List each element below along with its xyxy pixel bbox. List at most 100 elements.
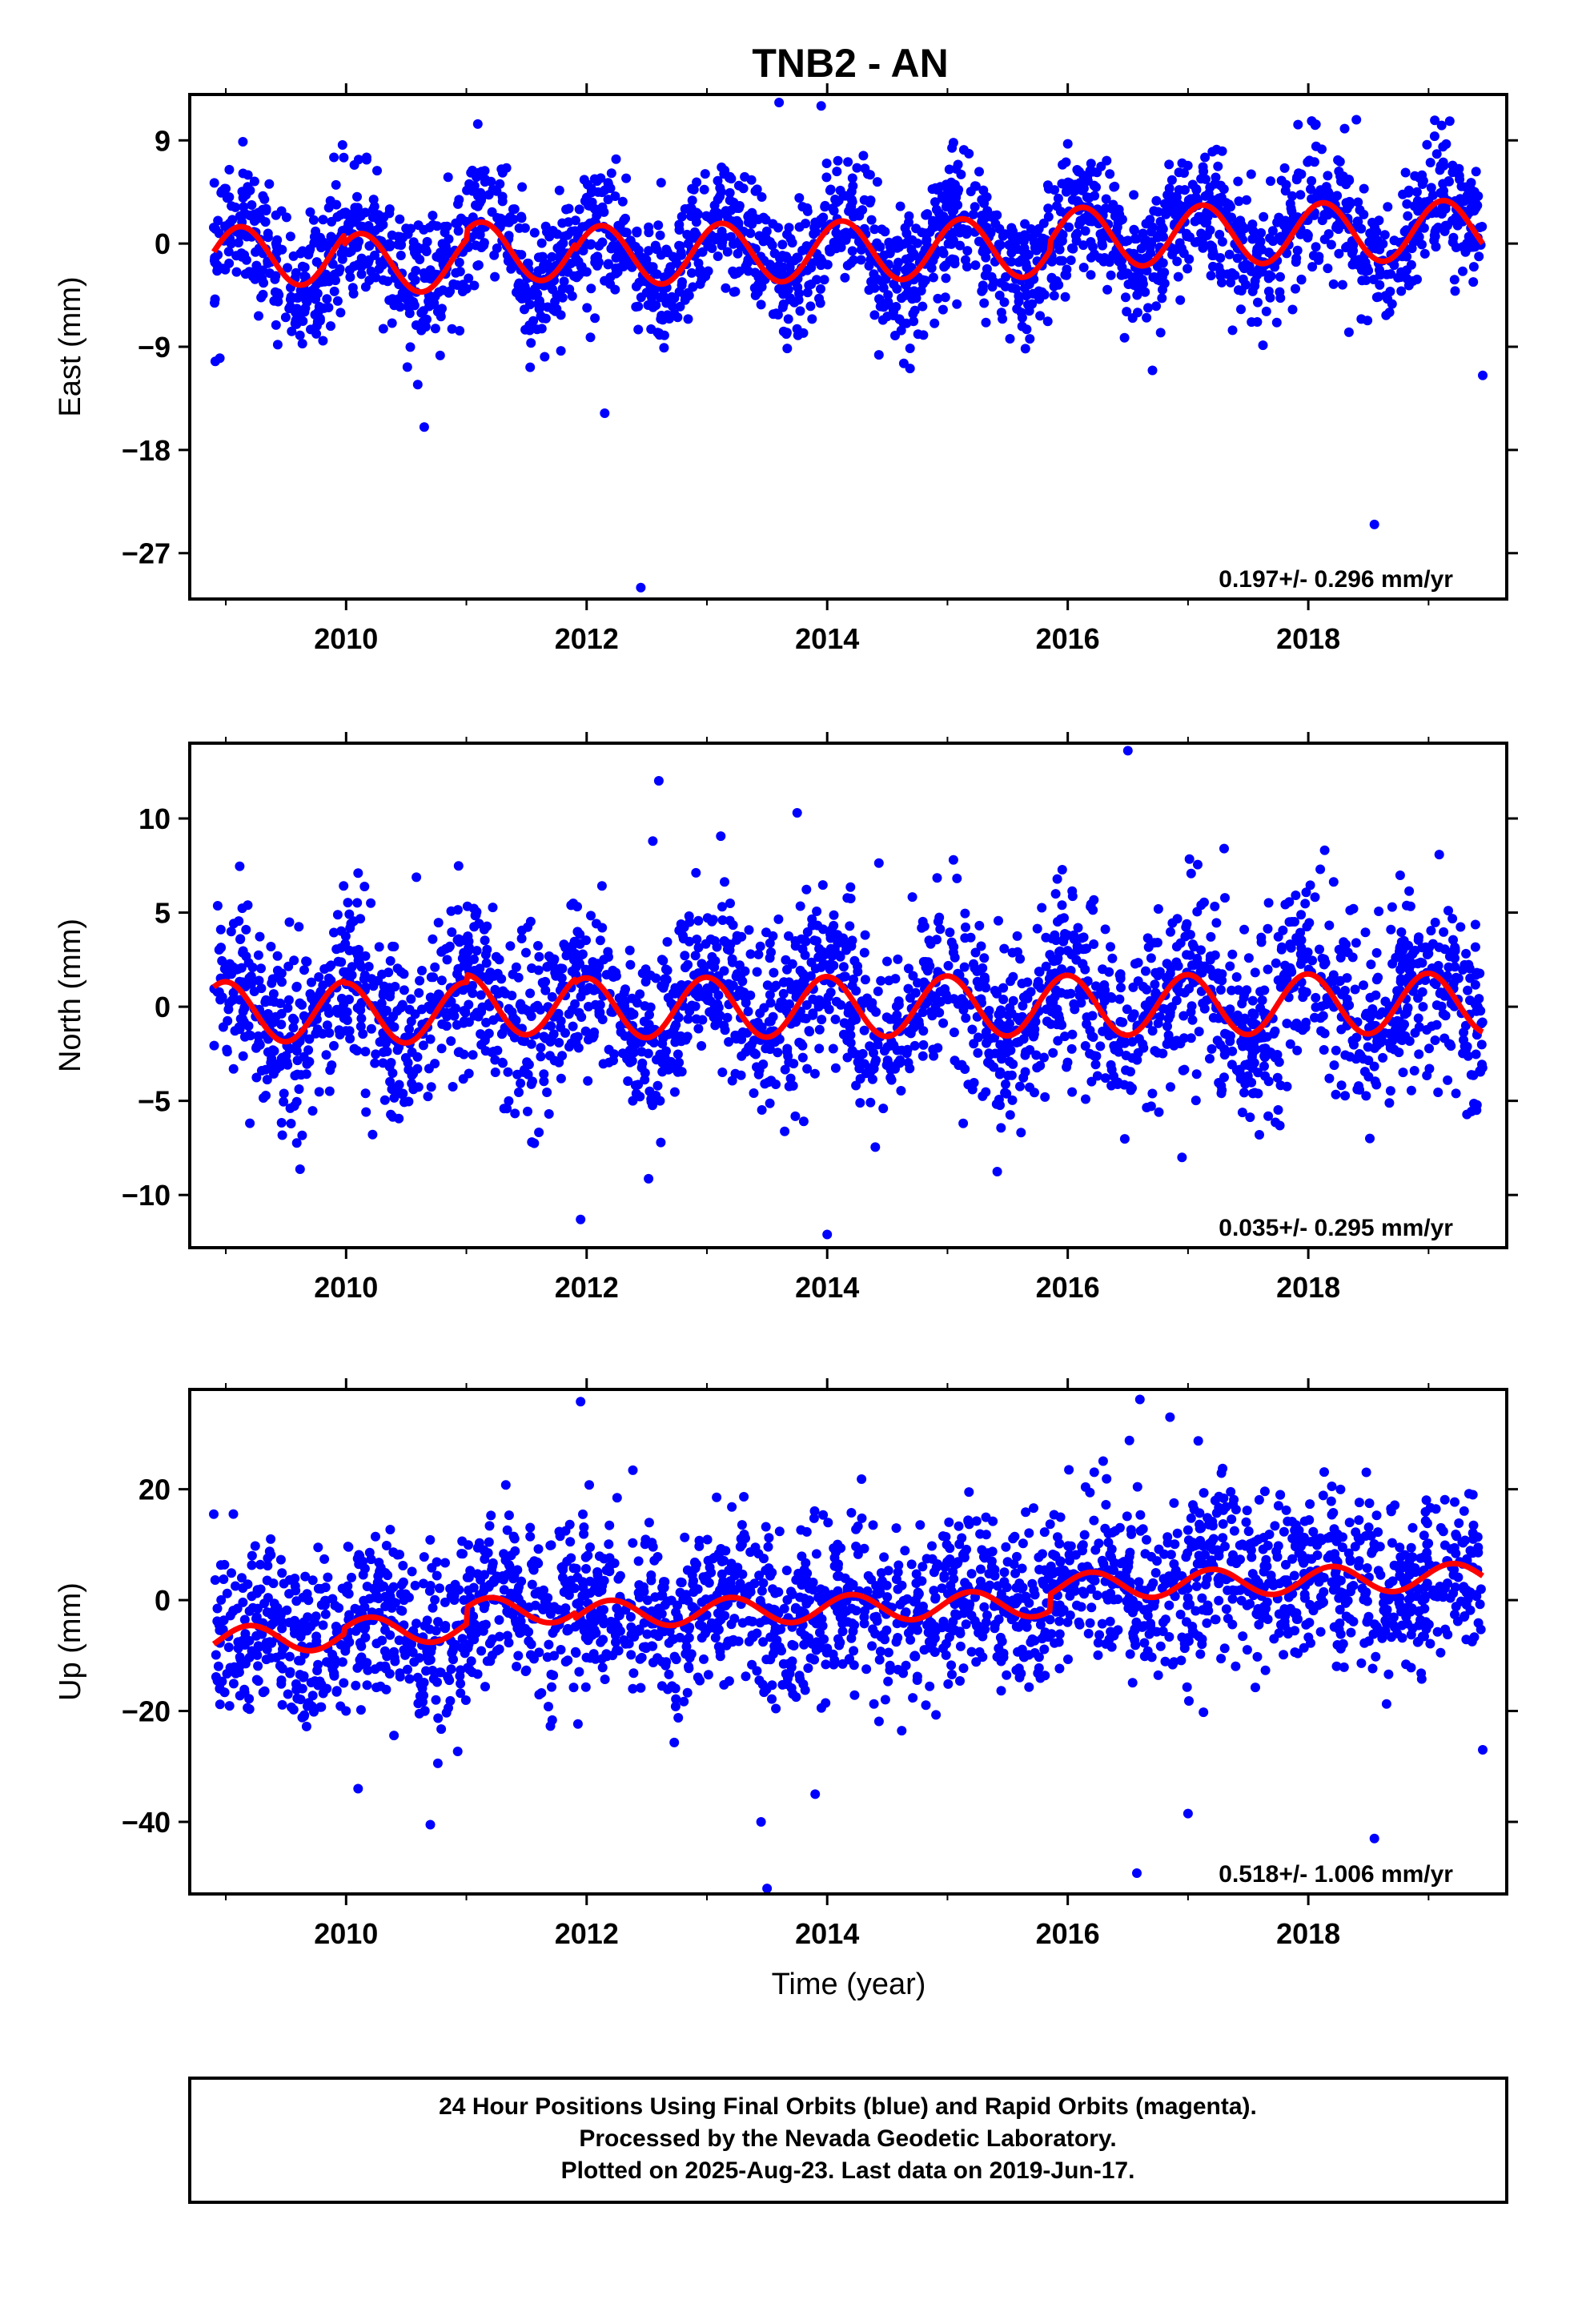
data-point xyxy=(319,237,329,247)
data-point xyxy=(733,268,742,278)
data-point xyxy=(520,223,530,233)
data-point xyxy=(1402,199,1412,209)
data-point xyxy=(892,1010,902,1020)
data-point xyxy=(1245,1112,1255,1123)
data-point xyxy=(396,251,406,260)
data-point xyxy=(1451,243,1461,252)
data-point xyxy=(1206,271,1216,281)
data-point xyxy=(388,1011,399,1022)
data-point xyxy=(771,308,781,319)
data-point xyxy=(994,290,1005,300)
data-point xyxy=(284,917,295,927)
data-point xyxy=(445,286,456,296)
data-point xyxy=(1127,1083,1137,1093)
data-point xyxy=(1450,942,1460,952)
data-point xyxy=(1221,198,1231,208)
data-point xyxy=(905,1028,916,1039)
data-point xyxy=(1227,212,1237,223)
data-point xyxy=(727,1076,737,1086)
data-point xyxy=(585,239,596,250)
data-point xyxy=(463,955,473,965)
data-point xyxy=(1120,236,1130,247)
data-point xyxy=(1179,1033,1189,1043)
data-point xyxy=(297,999,307,1010)
data-point xyxy=(490,1068,500,1077)
data-point xyxy=(275,998,286,1008)
data-point xyxy=(1233,176,1243,187)
y-tick-label: 9 xyxy=(155,124,171,157)
data-point xyxy=(1043,211,1054,222)
data-point xyxy=(1175,295,1186,305)
data-point xyxy=(345,923,355,933)
data-point xyxy=(1443,1075,1453,1085)
data-point xyxy=(917,301,928,312)
data-point xyxy=(1066,988,1076,999)
data-point xyxy=(815,253,825,263)
data-point xyxy=(719,1020,729,1031)
data-point xyxy=(830,1014,841,1024)
data-point xyxy=(1150,1046,1160,1056)
data-point xyxy=(530,1002,540,1012)
data-point xyxy=(1392,986,1403,996)
data-point xyxy=(1250,267,1260,277)
data-point xyxy=(954,184,964,195)
data-point xyxy=(970,181,980,191)
data-point xyxy=(1300,1023,1311,1032)
data-point xyxy=(717,915,728,925)
data-point xyxy=(348,288,359,299)
data-point xyxy=(1427,1021,1437,1031)
data-point xyxy=(367,974,377,984)
data-point xyxy=(765,998,776,1008)
data-point xyxy=(1042,316,1053,327)
data-point xyxy=(1267,226,1278,236)
data-point xyxy=(894,1058,905,1068)
data-point xyxy=(1341,179,1351,190)
data-point xyxy=(1307,175,1317,186)
data-point xyxy=(941,273,951,283)
data-point xyxy=(1378,239,1388,249)
data-point xyxy=(559,276,569,287)
x-tick-label: 2016 xyxy=(1036,1271,1100,1304)
data-point xyxy=(1360,257,1371,267)
data-point xyxy=(1350,255,1360,266)
data-point xyxy=(968,209,978,219)
data-point xyxy=(1369,519,1379,529)
data-point xyxy=(865,170,875,180)
data-point xyxy=(673,1049,683,1059)
data-point xyxy=(404,1004,415,1015)
data-point xyxy=(1387,902,1397,912)
data-point xyxy=(1023,250,1034,259)
data-point xyxy=(1239,924,1250,935)
data-point xyxy=(370,1058,380,1068)
data-point xyxy=(1324,920,1335,931)
data-point xyxy=(825,185,835,195)
data-point xyxy=(979,298,990,308)
data-point xyxy=(245,1118,255,1128)
data-point xyxy=(1271,317,1282,328)
data-point xyxy=(453,934,464,944)
data-point xyxy=(644,261,655,271)
data-point xyxy=(989,1062,999,1072)
data-point xyxy=(697,959,707,969)
data-point xyxy=(231,267,242,277)
data-point xyxy=(378,1058,388,1068)
data-point xyxy=(741,261,751,271)
data-point xyxy=(998,231,1008,241)
data-point xyxy=(342,1015,352,1025)
data-point xyxy=(1319,845,1330,855)
data-point xyxy=(1271,1117,1281,1128)
data-point xyxy=(329,152,339,163)
data-point xyxy=(1400,167,1411,178)
data-point xyxy=(247,200,257,210)
data-point xyxy=(909,249,919,259)
data-point xyxy=(1081,1094,1090,1104)
data-point xyxy=(1174,987,1184,997)
data-point xyxy=(1321,999,1331,1010)
data-point xyxy=(584,1035,593,1045)
data-point xyxy=(1293,119,1303,130)
data-point xyxy=(737,1051,747,1061)
data-point xyxy=(564,203,574,214)
data-point xyxy=(981,1030,991,1040)
data-point xyxy=(530,283,540,294)
